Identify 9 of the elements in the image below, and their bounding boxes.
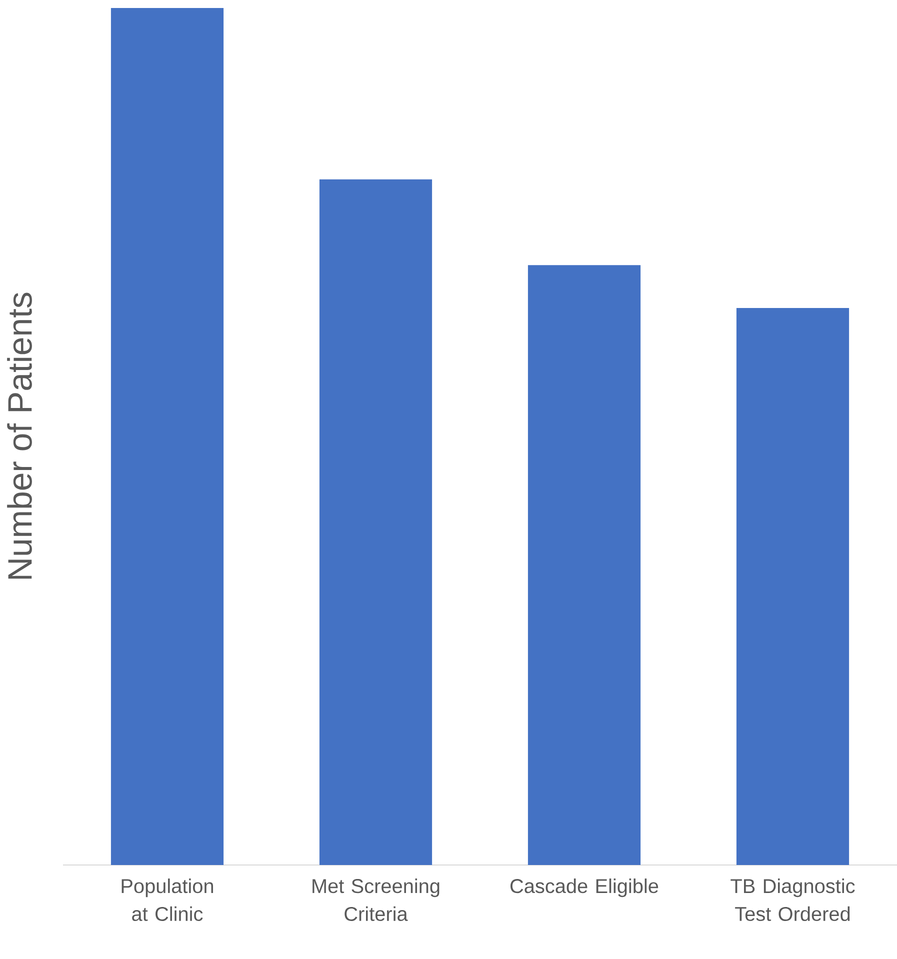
bar <box>736 308 850 865</box>
y-axis-title: Number of Patients <box>7 292 32 579</box>
x-tick-label: TB Diagnostic Test Ordered <box>730 878 855 922</box>
bar <box>528 265 641 865</box>
x-tick-label: Population at Clinic <box>122 878 214 922</box>
x-tick-label: Met Screening Criteria <box>312 878 440 922</box>
bar <box>110 8 224 865</box>
x-tick-label: Cascade Eligible <box>510 878 658 898</box>
bar <box>319 179 432 865</box>
